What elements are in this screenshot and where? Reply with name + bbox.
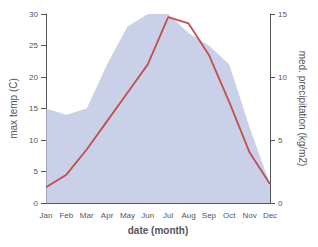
svg-text:Jan: Jan xyxy=(40,211,53,220)
svg-text:Oct: Oct xyxy=(223,211,236,220)
svg-text:30: 30 xyxy=(29,10,38,19)
svg-text:May: May xyxy=(120,211,135,220)
svg-text:25: 25 xyxy=(29,41,38,50)
svg-text:10: 10 xyxy=(29,136,38,145)
svg-text:0: 0 xyxy=(278,199,283,208)
svg-text:date (month): date (month) xyxy=(128,225,189,236)
svg-text:Aug: Aug xyxy=(181,211,195,220)
svg-text:20: 20 xyxy=(29,73,38,82)
svg-text:15: 15 xyxy=(29,104,38,113)
svg-text:Jul: Jul xyxy=(163,211,173,220)
svg-text:5: 5 xyxy=(278,136,283,145)
svg-text:Dec: Dec xyxy=(263,211,277,220)
svg-text:max temp (C): max temp (C) xyxy=(8,78,19,139)
svg-text:Nov: Nov xyxy=(243,211,257,220)
svg-text:15: 15 xyxy=(278,10,287,19)
svg-text:Feb: Feb xyxy=(59,211,73,220)
svg-text:Sep: Sep xyxy=(202,211,217,220)
svg-text:Apr: Apr xyxy=(101,211,114,220)
svg-text:5: 5 xyxy=(34,167,39,176)
svg-text:Mar: Mar xyxy=(80,211,94,220)
svg-text:10: 10 xyxy=(278,73,287,82)
svg-text:0: 0 xyxy=(34,199,39,208)
svg-text:Jun: Jun xyxy=(141,211,154,220)
svg-text:med. precipitation (kg/m2): med. precipitation (kg/m2) xyxy=(297,51,308,167)
